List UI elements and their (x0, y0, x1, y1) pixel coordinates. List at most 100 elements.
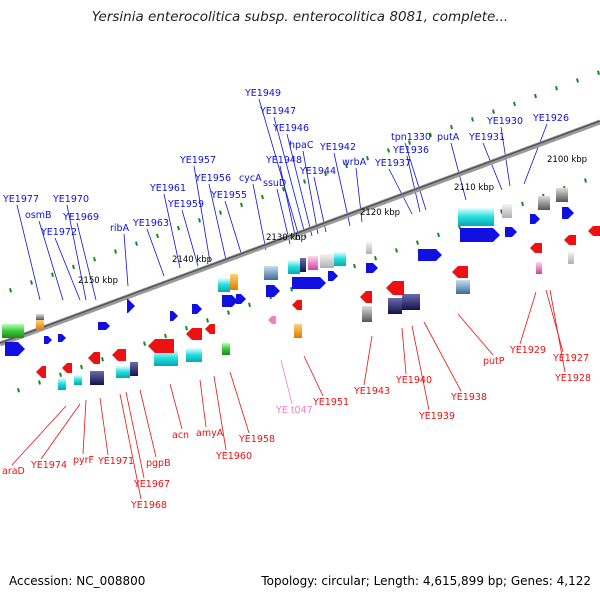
tick-upper (114, 249, 117, 254)
leader-line-plus (76, 222, 97, 301)
tick-upper (555, 86, 558, 91)
minus-gene-arrow (112, 349, 126, 361)
gene-label-plus: cycA (239, 173, 262, 184)
feature-box (154, 350, 178, 366)
feature-box (402, 294, 420, 310)
tick-upper (513, 101, 516, 107)
gene-label-plus: YE1963 (132, 218, 169, 229)
gene-label-minus: YE1960 (215, 451, 252, 462)
tick-lower (437, 232, 440, 238)
tick-lower (395, 248, 398, 253)
leader-line-plus (66, 204, 87, 301)
minus-gene-arrow (564, 235, 576, 245)
minus-gene-arrow (530, 243, 542, 253)
feature-box (130, 362, 138, 376)
tick-upper (93, 256, 96, 262)
gene-label-plus: YE1930 (486, 116, 523, 127)
leader-line-plus (38, 220, 64, 301)
leader-line-minus (519, 291, 537, 345)
map-title: Yersinia enterocolitica subsp. enterocol… (91, 9, 509, 25)
tick-lower (500, 209, 503, 214)
plus-gene-arrow (460, 228, 500, 242)
leader-line-plus (193, 165, 211, 263)
minus-gene-arrow (588, 226, 600, 236)
feature-box (334, 252, 346, 266)
backbone-core (0, 120, 600, 344)
tick-upper (240, 202, 243, 208)
tick-upper (450, 124, 453, 130)
tick-upper (492, 109, 495, 114)
gene-label-minus: putP (483, 356, 505, 367)
feature-box (230, 274, 238, 290)
minus-gene-arrow (452, 266, 468, 278)
minus-gene-arrow (62, 363, 72, 373)
tick-label: 2150 kbp (78, 276, 118, 286)
gene-label-plus: YE1969 (62, 212, 99, 223)
labels: 2100 kbp 2110 kbp 2120 kbp 2130 kbp 2140 kbp… (2, 88, 591, 511)
leader-line-minus (411, 325, 430, 411)
leader-line-plus (450, 142, 467, 201)
plus-gene-arrow (505, 227, 517, 237)
feature-box (456, 280, 470, 294)
tick-lower (248, 302, 251, 308)
tick-upper (303, 179, 306, 184)
plus-gene-arrow (98, 322, 110, 330)
gene-label-plus: YE1948 (265, 155, 302, 166)
tick-upper (345, 163, 348, 169)
plus-gene-arrow (192, 304, 202, 314)
tick-upper (135, 241, 138, 246)
gene-label-plus: YE1977 (2, 194, 39, 205)
leader-lines (11, 98, 566, 500)
leader-line-plus (123, 233, 129, 287)
tick-upper (324, 171, 327, 176)
gene-label-plus: YE1959 (167, 199, 204, 210)
gene-label-plus: YE1970 (52, 194, 89, 205)
tick-upper (387, 148, 390, 153)
tick-upper (9, 288, 12, 293)
gene-label-minus: YE1939 (418, 411, 455, 422)
tick-label: 2120 kbp (360, 208, 400, 218)
tick-upper (408, 140, 411, 145)
feature-box (294, 324, 302, 338)
gene-label-plus: YE1961 (149, 183, 186, 194)
leader-line-plus (482, 142, 503, 191)
feature-box (308, 256, 318, 270)
feature-box (538, 196, 550, 210)
tick-lower (185, 325, 188, 331)
leader-line-plus (252, 183, 267, 251)
leader-line-minus (213, 375, 227, 451)
feature-box (36, 320, 44, 330)
genome-summary-text: Topology: circular; Length: 4,615,899 bp… (261, 574, 591, 588)
tick-upper (51, 272, 54, 278)
leader-line-minus (169, 383, 183, 430)
tick-upper (576, 78, 579, 83)
plus-gene-arrow (562, 207, 574, 219)
leader-line-minus (139, 389, 157, 458)
feature-boxes (2, 188, 574, 390)
tick-lower (290, 287, 293, 292)
minus-gene-arrow (36, 366, 46, 378)
leader-line-plus (523, 123, 548, 185)
gene-label-minus: YE1928 (554, 373, 591, 384)
leader-line-plus (163, 193, 181, 269)
gene-label-plus: ssuD (263, 178, 286, 189)
gene-label-minus: YE1968 (130, 500, 167, 511)
plus-gene-arrow (530, 214, 540, 224)
gene-label-plus: YE1944 (299, 166, 336, 177)
leader-line-plus (258, 98, 301, 241)
tick-upper (366, 155, 369, 161)
gene-label-plus: YE1937 (374, 158, 411, 169)
plus-gene-arrow (418, 249, 442, 261)
leader-line-plus (273, 116, 307, 239)
tick-lower (227, 310, 230, 315)
leader-line-plus (16, 204, 41, 301)
gene-label-minus: YE1929 (509, 345, 546, 356)
leader-line-plus (54, 237, 81, 301)
gene-label-plus: YE1936 (392, 145, 429, 156)
feature-box (264, 266, 278, 280)
leader-line-plus (208, 183, 227, 261)
tick-upper (534, 93, 537, 99)
leader-line-plus (404, 142, 427, 211)
tick-upper (177, 225, 180, 231)
gene-label-plus: putA (437, 132, 460, 143)
